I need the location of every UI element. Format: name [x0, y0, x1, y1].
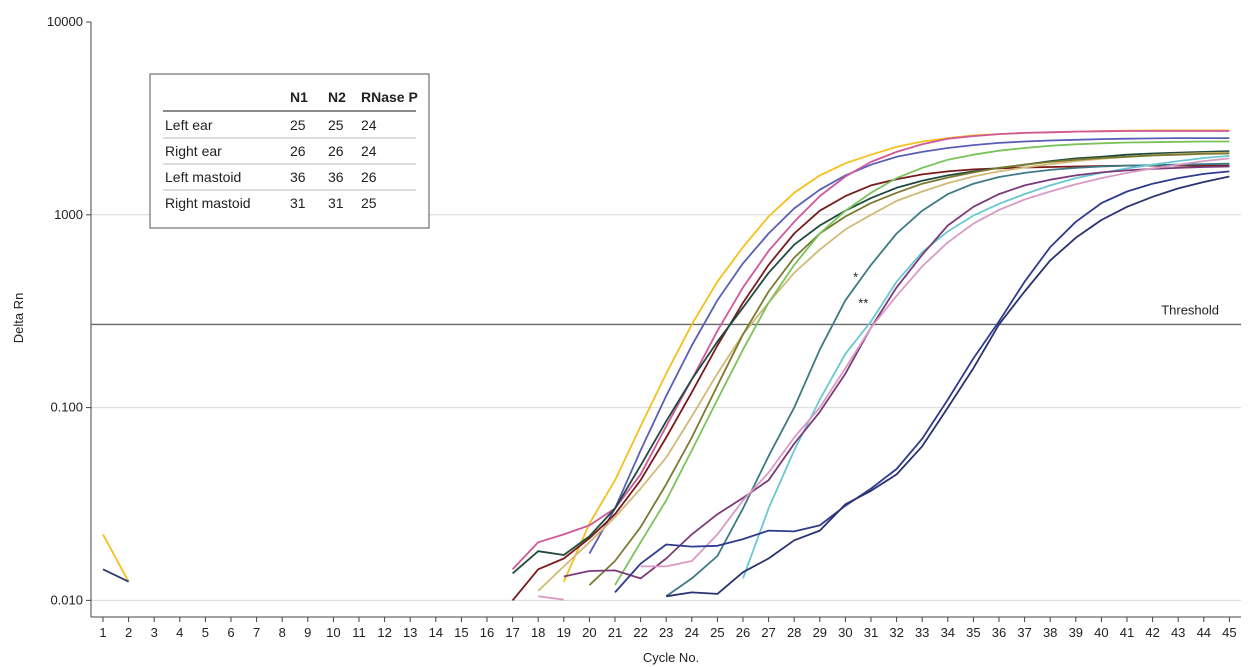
series-line-11 [665, 162, 1230, 598]
x-tick-label: 27 [761, 625, 775, 640]
x-tick-label: 28 [787, 625, 801, 640]
x-tick-label: 11 [352, 625, 366, 640]
x-tick-label: 33 [915, 625, 929, 640]
x-tick-label: 38 [1043, 625, 1057, 640]
x-tick-label: 15 [454, 625, 468, 640]
asterisk-annotation: ** [858, 296, 868, 311]
series-line-14 [538, 595, 564, 601]
series-line-10 [614, 140, 1230, 586]
x-tick-label: 37 [1017, 625, 1031, 640]
x-tick-label: 36 [992, 625, 1006, 640]
table-cell: 25 [290, 117, 306, 133]
table-cell: 26 [328, 143, 344, 159]
table-cell: 25 [328, 117, 344, 133]
x-tick-label: 30 [838, 625, 852, 640]
table-cell: 31 [328, 195, 344, 211]
table-row-label: Left ear [165, 117, 213, 133]
x-tick-label: 23 [659, 625, 673, 640]
table-header-cell: RNase P [361, 89, 418, 105]
x-tick-label: 29 [813, 625, 827, 640]
x-tick-label: 14 [429, 625, 443, 640]
x-tick-label: 31 [864, 625, 878, 640]
x-tick-label: 12 [377, 625, 391, 640]
series-line-4 [588, 137, 1230, 554]
x-tick-label: 2 [125, 625, 132, 640]
series-lines [102, 129, 1230, 601]
x-tick-label: 19 [557, 625, 571, 640]
x-tick-label: 43 [1171, 625, 1185, 640]
x-tick-label: 39 [1069, 625, 1083, 640]
series-line-15 [640, 157, 1230, 568]
x-tick-label: 21 [608, 625, 622, 640]
series-line-16 [614, 170, 1230, 593]
threshold-label: Threshold [1161, 302, 1219, 317]
table-box [149, 73, 430, 229]
x-tick-label: 26 [736, 625, 750, 640]
series-line-3 [562, 129, 1230, 583]
table-row-label: Left mastoid [165, 169, 241, 185]
x-tick-label: 1 [99, 625, 106, 640]
table-header-cell: N2 [328, 89, 346, 105]
x-tick-label: 25 [710, 625, 724, 640]
series-line-17 [666, 175, 1230, 598]
grid-lines [91, 214, 1241, 601]
series-line-5 [511, 130, 1230, 570]
x-tick-label: 34 [941, 625, 955, 640]
x-tick-label: 8 [279, 625, 286, 640]
x-tick-label: 4 [176, 625, 183, 640]
annotations: *** [853, 270, 868, 311]
table-row-label: Right mastoid [165, 195, 251, 211]
x-tick-label: 18 [531, 625, 545, 640]
x-tick-label: 10 [326, 625, 340, 640]
x-tick-label: 9 [304, 625, 311, 640]
x-tick-label: 42 [1145, 625, 1159, 640]
y-tick-label: 0.100 [50, 400, 83, 415]
table-cell: 36 [290, 169, 306, 185]
table-cell: 26 [361, 169, 377, 185]
table-cell: 24 [361, 143, 377, 159]
table-cell: 26 [290, 143, 306, 159]
x-tick-label: 32 [889, 625, 903, 640]
y-tick-label: 0.010 [50, 592, 83, 607]
series-line-6 [511, 164, 1230, 601]
series-line-9 [588, 152, 1230, 586]
y-axis-title: Delta Rn [11, 293, 26, 344]
x-tick-label: 24 [685, 625, 699, 640]
x-tick-label: 35 [966, 625, 980, 640]
table-cell: 31 [290, 195, 306, 211]
x-tick-label: 7 [253, 625, 260, 640]
y-tick-label: 1000 [54, 207, 83, 222]
y-tick-label: 10000 [47, 14, 83, 29]
table-header-cell: N1 [290, 89, 308, 105]
x-tick-label: 44 [1197, 625, 1211, 640]
series-line-1 [102, 533, 130, 583]
x-tick-label: 5 [202, 625, 209, 640]
table-cell: 36 [328, 169, 344, 185]
table-row-label: Right ear [165, 143, 222, 159]
x-tick-label: 17 [505, 625, 519, 640]
x-tick-label: 45 [1222, 625, 1236, 640]
x-tick-label: 13 [403, 625, 417, 640]
x-tick-label: 6 [227, 625, 234, 640]
threshold: Threshold [91, 302, 1241, 326]
ct-value-table: N1 N2 RNase P Left ear 25 25 24 Right ear 26 26 24… [149, 73, 430, 229]
x-tick-label: 16 [480, 625, 494, 640]
table-cell: 24 [361, 117, 377, 133]
x-tick-label: 22 [633, 625, 647, 640]
x-tick-label: 41 [1120, 625, 1134, 640]
x-tick-label: 20 [582, 625, 596, 640]
series-line-2 [102, 568, 129, 583]
series-line-13 [563, 165, 1230, 580]
axes [86, 21, 1241, 622]
table-cell: 25 [361, 195, 377, 211]
x-tick-label: 3 [151, 625, 158, 640]
x-tick-label: 40 [1094, 625, 1108, 640]
asterisk-annotation: * [853, 270, 858, 285]
series-line-7 [512, 150, 1230, 575]
x-axis-title: Cycle No. [643, 650, 699, 665]
series-line-12 [742, 155, 1230, 579]
